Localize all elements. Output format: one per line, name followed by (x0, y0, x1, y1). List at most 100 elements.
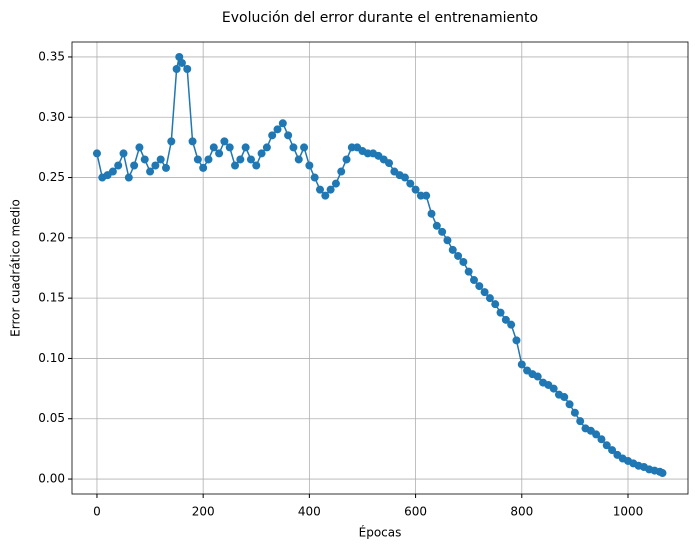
data-point (300, 143, 309, 152)
data-point (284, 131, 293, 140)
data-point (315, 185, 324, 194)
y-tick-label: 0.15 (38, 291, 65, 305)
data-point (167, 137, 176, 146)
data-point (193, 155, 202, 164)
data-point (438, 227, 447, 236)
data-point (183, 65, 192, 74)
data-point (597, 435, 606, 444)
x-axis-label: Épocas (359, 525, 402, 540)
x-tick-label: 800 (510, 505, 533, 519)
data-point (475, 282, 484, 291)
data-point (289, 143, 298, 152)
data-point (517, 360, 526, 369)
data-point (151, 161, 160, 170)
data-point (220, 137, 229, 146)
data-point (268, 131, 277, 140)
data-point (422, 191, 431, 200)
chart-title: Evolución del error durante el entrenami… (222, 10, 538, 26)
data-point (326, 185, 335, 194)
data-point (241, 143, 250, 152)
data-point (592, 430, 601, 439)
data-point (459, 257, 468, 266)
data-point (560, 393, 569, 402)
data-point (432, 221, 441, 230)
data-point (331, 179, 340, 188)
data-point (108, 167, 117, 176)
x-tick-label: 0 (93, 505, 101, 519)
y-axis-label: Error cuadrático medio (9, 199, 23, 337)
data-point (225, 143, 234, 152)
data-point (570, 408, 579, 417)
data-point (175, 52, 184, 61)
data-point (177, 58, 186, 67)
data-point (146, 167, 155, 176)
data-point (454, 251, 463, 260)
data-point (512, 336, 521, 345)
data-point (448, 245, 457, 254)
data-point (273, 125, 282, 134)
data-point (443, 236, 452, 245)
data-point (549, 384, 558, 393)
data-point (576, 417, 585, 426)
data-point (294, 155, 303, 164)
data-point (119, 149, 128, 158)
y-tick-label: 0.10 (38, 351, 65, 365)
data-point (156, 155, 165, 164)
data-point (252, 161, 261, 170)
data-point (501, 315, 510, 324)
data-point (658, 469, 667, 478)
data-point (172, 65, 181, 74)
data-point (236, 155, 245, 164)
data-point (246, 155, 255, 164)
data-point (533, 372, 542, 381)
data-point (262, 143, 271, 152)
data-point (231, 161, 240, 170)
data-point (469, 276, 478, 285)
data-point (130, 161, 139, 170)
x-tick-label: 1000 (613, 505, 644, 519)
data-point (342, 155, 351, 164)
data-point (278, 119, 287, 128)
data-point (140, 155, 149, 164)
y-tick-label: 0.30 (38, 110, 65, 124)
data-point (406, 179, 415, 188)
x-tick-label: 400 (298, 505, 321, 519)
y-tick-label: 0.35 (38, 49, 65, 63)
data-point (385, 159, 394, 168)
data-point (305, 161, 314, 170)
y-tick-label: 0.25 (38, 170, 65, 184)
data-point (204, 155, 213, 164)
data-point (485, 294, 494, 303)
plot-frame (71, 41, 689, 495)
data-point (209, 143, 218, 152)
data-point (565, 400, 574, 409)
y-tick-label: 0.05 (38, 411, 65, 425)
x-tick-label: 200 (192, 505, 215, 519)
data-point (411, 185, 420, 194)
data-point (491, 300, 500, 309)
data-point (400, 173, 409, 182)
data-point (161, 163, 170, 172)
y-tick-label: 0.00 (38, 472, 65, 486)
data-point (114, 161, 123, 170)
data-point (337, 167, 346, 176)
data-point (92, 149, 101, 158)
data-point (464, 267, 473, 276)
data-point (507, 320, 516, 329)
data-point (199, 163, 208, 172)
data-point (608, 446, 617, 455)
data-point (602, 441, 611, 450)
data-point (427, 209, 436, 218)
data-point (321, 191, 330, 200)
data-point (215, 149, 224, 158)
data-point (257, 149, 266, 158)
data-point (310, 173, 319, 182)
data-point (124, 173, 133, 182)
x-tick-label: 600 (404, 505, 427, 519)
data-point (480, 288, 489, 297)
data-point (135, 143, 144, 152)
data-point (496, 308, 505, 317)
data-point (188, 137, 197, 146)
y-tick-label: 0.20 (38, 230, 65, 244)
